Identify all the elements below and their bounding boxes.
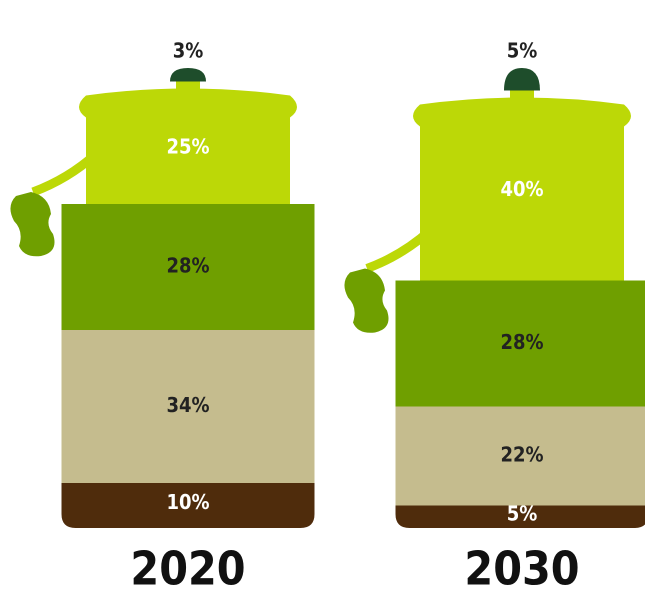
bar-segment [61,330,315,483]
value-label: 25% [166,134,209,158]
x-tick-label: 2030 [464,542,579,596]
value-label: 10% [166,490,209,514]
value-label: 5% [507,39,538,63]
cap [170,68,206,82]
value-label: 22% [500,443,543,467]
bar-segment [395,406,645,506]
cap-neck [510,90,534,103]
value-label: 34% [166,393,209,417]
bar-segment [395,505,645,528]
value-label: 28% [500,330,543,354]
handle-grip [10,192,55,257]
bar-segment [79,88,297,204]
value-label: 40% [500,177,543,201]
value-label: 28% [166,254,209,278]
x-tick-label: 2020 [130,542,245,596]
value-label: 3% [173,39,204,63]
bar-segment [395,280,645,407]
bar-segment [61,204,315,330]
cap-neck [176,81,200,94]
handle-grip [344,268,389,333]
bar-segment [413,97,631,281]
cap [504,68,540,91]
bar-segment [61,483,315,528]
